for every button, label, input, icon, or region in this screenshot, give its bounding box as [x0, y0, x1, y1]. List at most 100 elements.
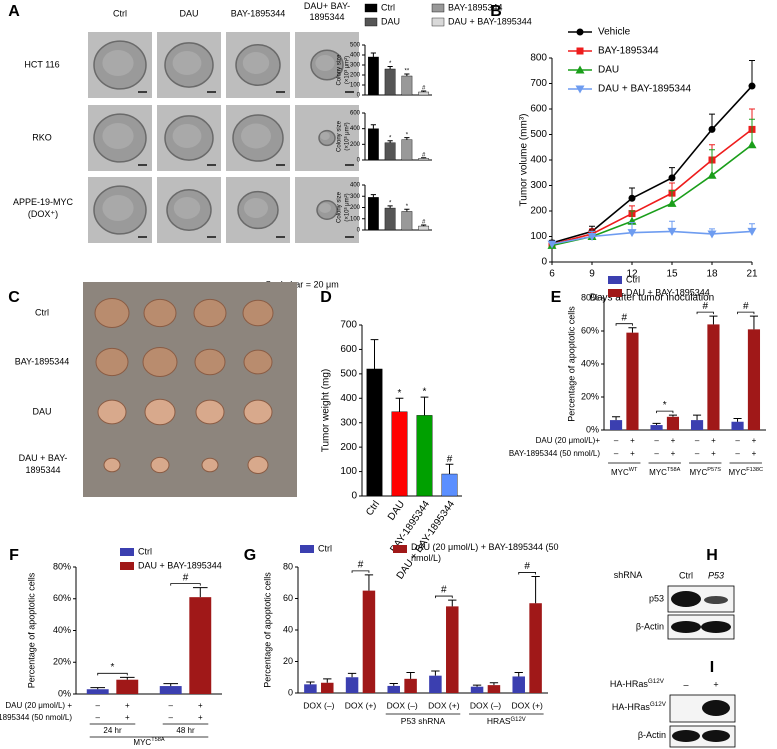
- y-tick-label: 40: [283, 624, 293, 634]
- error-bar: [404, 73, 410, 76]
- significance-bracket: [97, 672, 128, 676]
- label-superscript: G12V: [650, 701, 667, 708]
- label: HRASG12V: [487, 716, 526, 726]
- y-tick-label: 0: [357, 93, 361, 99]
- lane-label: P53: [708, 570, 724, 580]
- y-tick-label: 200: [350, 73, 361, 79]
- error-bar: [709, 315, 718, 325]
- marker: [547, 240, 557, 249]
- label-base: shRNA: [614, 570, 643, 580]
- row-label: p53: [649, 593, 664, 603]
- series-line: [551, 144, 753, 247]
- axis-title: Days after tumor inoculation: [590, 293, 715, 304]
- label-superscript: G12V: [511, 717, 526, 723]
- bar: [321, 682, 334, 693]
- error-bar: [323, 678, 332, 683]
- tumor: [143, 298, 177, 328]
- label-base: HA-HRas: [612, 702, 651, 712]
- significance-mark: #: [524, 561, 530, 572]
- axis-title: Tumor volume (mm³): [519, 114, 530, 207]
- y-tick-label: 100: [350, 216, 361, 222]
- y-tick-label: 100: [340, 466, 357, 477]
- label-base: MYC: [649, 468, 667, 477]
- legend-swatch: [431, 17, 445, 27]
- bar: [387, 685, 400, 693]
- y-tick-label: 80%: [53, 561, 71, 571]
- row-label: BAY-1895344: [15, 356, 70, 366]
- significance-bracket: [434, 595, 453, 599]
- significance-mark: #: [422, 152, 426, 158]
- tumor: [242, 299, 274, 327]
- label: HA-HRasG12V: [612, 701, 667, 712]
- label-base: HRAS: [487, 716, 511, 726]
- y-tick-label: 300: [350, 63, 361, 69]
- legend-swatch: [431, 3, 445, 13]
- axis-title: Tumor weight (mg): [321, 369, 332, 453]
- organoid-texture: [102, 195, 134, 221]
- condition-label: DAU (20 μmol/L) +: [5, 701, 72, 710]
- y-tick-label: 40%: [53, 625, 71, 635]
- bar: [366, 368, 383, 497]
- marker: [708, 125, 716, 133]
- axis-title: Colony size: [337, 54, 343, 86]
- tumor: [144, 398, 176, 426]
- y-tick-label: 300: [530, 180, 547, 191]
- error-bar: [192, 587, 208, 598]
- x-tick-label: DOX (–): [303, 700, 334, 710]
- label-superscript: F138C: [746, 467, 763, 473]
- legend-label: BAY-1895344: [448, 2, 503, 12]
- axis-title: Percentage of apoptotic cells: [566, 306, 576, 422]
- label: DAU+ BAY-1895344: [303, 1, 351, 22]
- legend-swatch: [608, 289, 622, 297]
- error-bar: [163, 683, 179, 687]
- tumor: [97, 399, 127, 425]
- error-bar: [668, 414, 678, 417]
- error-bar: [611, 416, 621, 421]
- error-bar: [445, 463, 454, 475]
- error-bar: [420, 396, 429, 416]
- label-box: DAU+ BAY-1895344: [303, 1, 351, 22]
- row-label: DAU: [32, 406, 51, 416]
- y-tick-label: 20: [283, 656, 293, 666]
- legend-swatch: [364, 3, 378, 13]
- blot-band: [704, 596, 728, 604]
- error-bar: [421, 157, 427, 159]
- tumor: [194, 348, 226, 376]
- y-tick-label: 500: [350, 43, 361, 49]
- scale-bar-label: Scale bar = 20 μm: [265, 279, 338, 289]
- legend-label: Vehicle: [598, 27, 631, 38]
- label-base: P53 shRNA: [401, 716, 446, 726]
- significance-mark: #: [358, 560, 364, 571]
- y-tick-label: 200: [350, 205, 361, 211]
- blot-band: [702, 700, 730, 716]
- panel-label: H: [706, 547, 718, 564]
- label-superscript: T58A: [667, 467, 681, 473]
- tumor: [247, 456, 269, 474]
- organoid-texture: [172, 51, 202, 75]
- tumor: [195, 399, 225, 425]
- tumor: [103, 457, 121, 473]
- y-tick-label: 300: [350, 194, 361, 200]
- row-label: HCT 116: [24, 59, 59, 69]
- marker: [575, 65, 585, 74]
- series-line: [551, 128, 753, 245]
- y-tick-label: 400: [340, 393, 357, 404]
- bar: [626, 332, 639, 430]
- y-tick-label: 100: [530, 231, 547, 242]
- marker: [587, 233, 597, 241]
- condition-sign: +: [630, 436, 635, 445]
- bar: [650, 425, 663, 430]
- significance-mark: *: [423, 387, 427, 398]
- marker: [747, 140, 757, 149]
- label: β-Actin: [638, 730, 666, 740]
- significance-mark: *: [663, 400, 667, 411]
- label-base: MYC: [690, 468, 708, 477]
- axis-title: Colony size: [337, 120, 343, 152]
- label: P53 shRNA: [401, 716, 446, 726]
- significance-mark: *: [389, 200, 392, 206]
- tumor: [95, 347, 129, 377]
- tumor: [150, 456, 170, 474]
- bar: [384, 207, 396, 231]
- error-bar: [389, 683, 398, 686]
- significance-mark: *: [406, 204, 409, 210]
